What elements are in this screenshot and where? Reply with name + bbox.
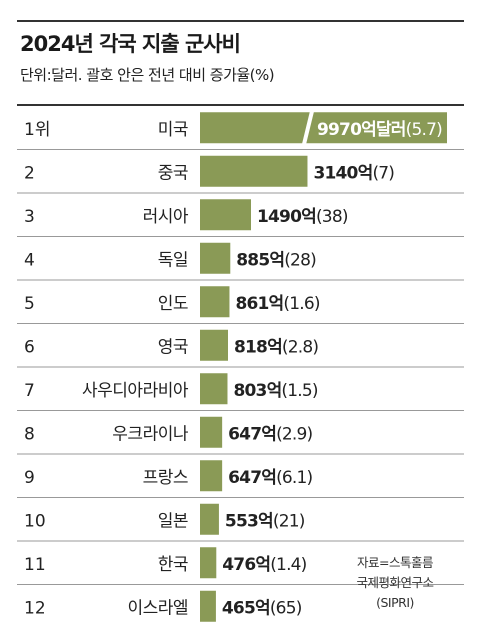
chart-subtitle: 단위:달러. 괄호 안은 전년 대비 증가율(%) [20,66,275,84]
value-amount: 553억 [225,511,273,531]
country-label: 우크라이나 [112,424,189,444]
bar [200,460,223,492]
country-label: 이스라엘 [127,598,188,618]
growth-rate: (1.5) [281,381,317,401]
value-amount: 465억 [222,598,270,618]
growth-rate: (7) [372,163,394,183]
value-label: 465억(65) [222,598,302,618]
value-amount: 647억 [228,424,276,444]
rank-label: 3 [24,207,35,227]
rank-label: 4 [24,250,35,270]
value-label: 553억(21) [225,511,305,531]
value-amount: 861억 [235,294,283,314]
value-label: 818억(2.8) [234,337,318,357]
value-amount: 818억 [234,337,282,357]
growth-rate: (6.1) [276,468,312,488]
growth-rate: (2.9) [276,424,312,444]
top-rule [17,20,464,22]
value-amount: 476억 [222,555,270,575]
country-label: 미국 [158,120,188,140]
rank-label: 5 [24,294,35,314]
rank-label: 2 [24,163,35,183]
bar-break-mark [302,110,314,145]
rank-label: 9 [24,468,35,488]
value-label: 803억(1.5) [233,381,317,401]
growth-rate: (2.8) [282,337,318,357]
growth-rate: (5.7) [406,120,442,140]
value-label: 1490억(38) [257,207,348,227]
header-rule [17,104,464,106]
country-label: 러시아 [143,207,189,227]
bar [200,373,228,405]
rank-label: 11 [24,555,46,575]
rank-label: 6 [24,337,35,357]
rank-label: 1위 [24,120,50,140]
source-line-2: 국제평화연구소 [356,575,434,590]
bar [200,242,231,274]
growth-rate: (65) [270,598,302,618]
country-label: 중국 [158,163,188,183]
country-label: 일본 [158,511,188,531]
bar [200,590,216,622]
source-note: 자료=스톡홀름 국제평화연구소 (SIPRI) [330,553,460,613]
bar [200,329,228,361]
country-label: 영국 [158,337,188,357]
chart-title: 2024년 각국 지출 군사비 [20,32,241,56]
growth-rate: (28) [284,250,316,270]
growth-rate: (1.6) [283,294,319,314]
source-line-1: 자료=스톡홀름 [357,555,433,570]
growth-rate: (1.4) [270,555,306,575]
bar [200,199,251,231]
value-label: 476억(1.4) [222,555,306,575]
value-amount: 9970억달러 [317,119,406,140]
value-amount: 1490억 [257,207,316,227]
rank-label: 12 [24,598,46,618]
rank-label: 8 [24,424,35,444]
source-line-3: (SIPRI) [376,595,414,610]
value-label: 3140억(7) [313,163,394,183]
value-label: 9970억달러(5.7) [317,119,442,140]
bar [200,416,223,448]
growth-rate: (21) [273,511,305,531]
bar [200,503,219,535]
growth-rate: (38) [316,207,348,227]
rank-label: 7 [24,381,35,401]
bar [200,286,230,318]
country-label: 인도 [158,294,188,314]
country-label: 한국 [158,555,188,575]
bar [200,547,217,579]
value-amount: 885억 [236,250,284,270]
country-label: 사우디아라비아 [82,381,189,401]
country-label: 프랑스 [143,468,188,488]
rank-label: 10 [24,511,46,531]
value-label: 885억(28) [236,250,316,270]
value-amount: 647억 [228,468,276,488]
bar [200,112,447,144]
value-amount: 3140억 [313,163,372,183]
value-amount: 803억 [233,381,281,401]
value-label: 861억(1.6) [235,294,319,314]
value-label: 647억(6.1) [228,468,312,488]
bar [200,155,308,187]
value-label: 647억(2.9) [228,424,312,444]
country-label: 독일 [158,250,188,270]
